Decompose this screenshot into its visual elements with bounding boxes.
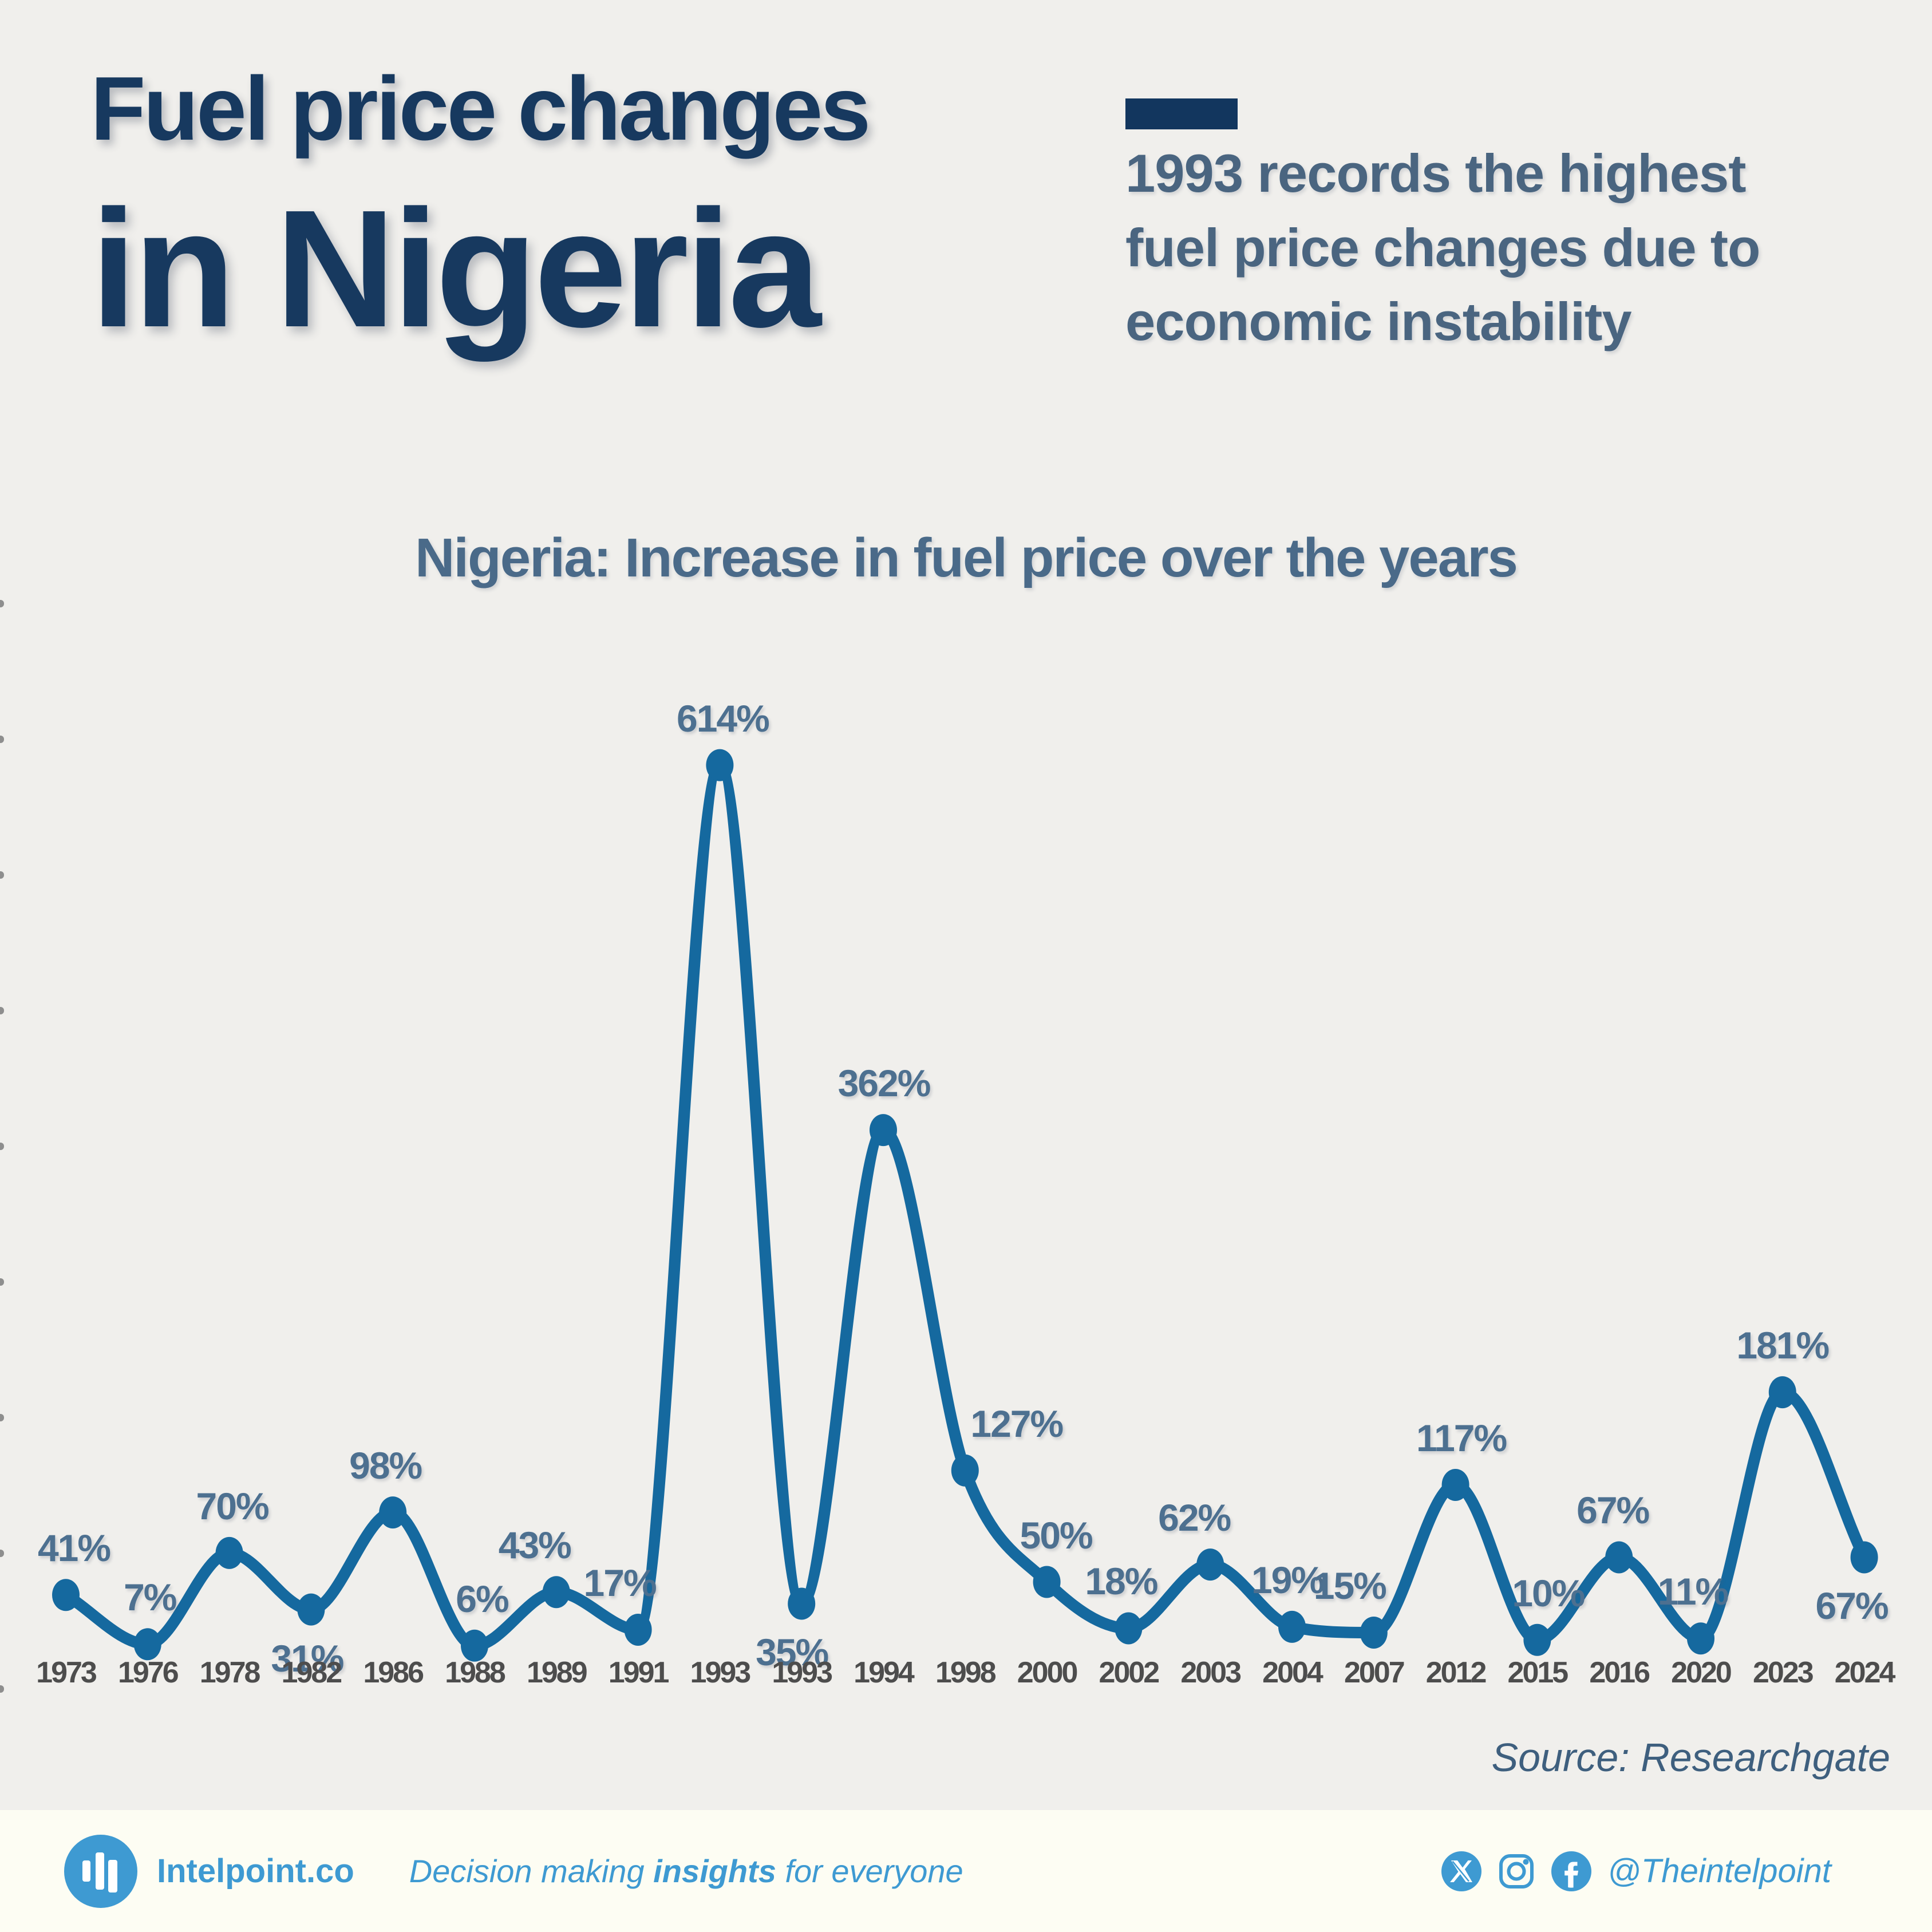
point-label-2000-12: 50% — [1020, 1514, 1093, 1556]
point-label-1991-7: 17% — [583, 1561, 657, 1604]
data-point-2007-16 — [1360, 1617, 1388, 1649]
x-axis-label-8: 1993 — [690, 1656, 752, 1689]
point-label-1994-10: 362% — [837, 1062, 931, 1105]
y-axis-tick-5 — [0, 1278, 4, 1286]
data-point-2024-22 — [1850, 1541, 1878, 1574]
x-axis-label-13: 2002 — [1099, 1656, 1160, 1689]
data-point-1986-4 — [379, 1496, 407, 1529]
point-label-1986-4: 98% — [349, 1444, 422, 1487]
brand-name: Intelpoint.co — [157, 1852, 354, 1890]
point-label-2020-20: 11% — [1657, 1570, 1729, 1613]
point-label-2002-13: 18% — [1085, 1560, 1158, 1603]
x-axis-label-6: 1989 — [526, 1656, 588, 1689]
x-axis-label-2: 1978 — [199, 1656, 261, 1689]
x-axis-label-10: 1994 — [854, 1656, 915, 1689]
point-label-1988-5: 6% — [456, 1577, 509, 1620]
data-point-1976-1 — [133, 1628, 161, 1661]
tagline-suffix: for everyone — [776, 1853, 963, 1889]
x-axis-label-19: 2016 — [1589, 1656, 1650, 1689]
x-axis-label-14: 2003 — [1180, 1656, 1242, 1689]
x-axis-label-17: 2012 — [1425, 1656, 1487, 1689]
data-point-2003-14 — [1196, 1548, 1224, 1581]
data-point-2002-13 — [1115, 1612, 1143, 1645]
instagram-icon[interactable] — [1496, 1851, 1536, 1891]
x-axis-label-4: 1986 — [363, 1656, 424, 1689]
y-axis-tick-4 — [0, 1143, 4, 1150]
fuel-price-line-chart — [52, 749, 1878, 1662]
point-label-2024-22: 67% — [1815, 1585, 1889, 1627]
data-point-2020-20 — [1687, 1622, 1714, 1655]
x-axis-label-0: 1973 — [36, 1656, 97, 1689]
data-point-1993-9 — [788, 1587, 816, 1620]
point-label-2012-17: 117% — [1416, 1416, 1507, 1459]
x-axis-label-9: 1993 — [772, 1656, 833, 1689]
chart-title: Nigeria: Increase in fuel price over the… — [415, 527, 1518, 588]
y-axis-tick-6 — [0, 1414, 4, 1421]
data-point-1991-7 — [624, 1614, 652, 1646]
y-axis-tick-7 — [0, 1550, 4, 1557]
data-point-2023-21 — [1768, 1376, 1796, 1409]
x-logo-icon[interactable] — [1441, 1851, 1481, 1891]
point-label-1982-3: 31% — [271, 1637, 344, 1680]
footer-tagline: Decision making insights for everyone — [409, 1852, 963, 1890]
data-point-2004-15 — [1278, 1610, 1306, 1643]
point-label-1993-8: 614% — [676, 697, 770, 740]
x-axis-label-20: 2020 — [1671, 1656, 1732, 1689]
data-point-1989-6 — [542, 1576, 570, 1609]
y-axis-tick-8 — [0, 1685, 4, 1693]
point-label-2015-18: 10% — [1512, 1571, 1585, 1614]
point-label-2016-19: 67% — [1577, 1489, 1650, 1532]
point-label-1978-2: 70% — [196, 1484, 270, 1527]
x-axis-label-18: 2015 — [1507, 1656, 1569, 1689]
page-title-line2: in Nigeria — [90, 175, 821, 362]
y-axis-tick-3 — [0, 1007, 4, 1014]
x-axis-label-16: 2007 — [1344, 1656, 1405, 1689]
x-axis-label-12: 2000 — [1017, 1656, 1078, 1689]
x-axis-label-5: 1988 — [445, 1656, 506, 1689]
x-axis-label-11: 1998 — [935, 1656, 997, 1689]
x-axis-label-21: 2023 — [1752, 1656, 1814, 1689]
point-label-1993-9: 35% — [756, 1631, 829, 1674]
social-links — [1441, 1851, 1591, 1891]
data-point-1994-10 — [870, 1114, 897, 1147]
point-label-1973-0: 41% — [37, 1527, 111, 1570]
y-axis-tick-1 — [0, 736, 4, 743]
point-label-1998-11: 127% — [970, 1402, 1064, 1445]
data-point-1998-11 — [951, 1454, 979, 1487]
footer-bar: Intelpoint.co Decision making insights f… — [0, 1810, 1932, 1932]
point-label-2003-14: 62% — [1158, 1496, 1231, 1539]
x-axis-label-3: 1982 — [281, 1656, 343, 1689]
page-title-line1: Fuel price changes — [90, 58, 871, 159]
y-axis-tick-2 — [0, 871, 4, 879]
x-axis-label-1: 1976 — [117, 1656, 179, 1689]
data-point-2000-12 — [1033, 1566, 1061, 1598]
x-axis-label-22: 2024 — [1834, 1656, 1896, 1689]
x-axis-label-7: 1991 — [608, 1656, 670, 1689]
x-axis-label-15: 2004 — [1262, 1656, 1323, 1689]
data-point-1978-2 — [215, 1536, 243, 1569]
data-point-2016-19 — [1605, 1541, 1633, 1574]
callout-accent-bar — [1125, 98, 1238, 129]
facebook-icon[interactable] — [1551, 1851, 1591, 1891]
point-label-1976-1: 7% — [124, 1576, 177, 1619]
data-point-1988-5 — [461, 1629, 488, 1662]
source-credit: Source: Researchgate — [1491, 1735, 1890, 1780]
social-handle: @Theintelpoint — [1607, 1852, 1831, 1890]
tagline-prefix: Decision making — [409, 1853, 654, 1889]
data-point-1993-8 — [706, 749, 734, 781]
point-label-2007-16: 15% — [1313, 1564, 1387, 1607]
point-label-1989-6: 43% — [498, 1524, 572, 1567]
y-axis-tick-0 — [0, 600, 4, 607]
callout-text: 1993 records the highest fuel price chan… — [1125, 143, 1760, 352]
data-point-1973-0 — [52, 1579, 80, 1611]
point-label-2023-21: 181% — [1736, 1324, 1830, 1367]
bar-chart-icon — [64, 1834, 137, 1908]
data-point-2015-18 — [1523, 1623, 1551, 1656]
point-label-2004-15: 19% — [1251, 1558, 1325, 1601]
data-point-1982-3 — [297, 1593, 325, 1626]
data-point-2012-17 — [1441, 1469, 1469, 1501]
tagline-bold: insights — [653, 1853, 776, 1889]
